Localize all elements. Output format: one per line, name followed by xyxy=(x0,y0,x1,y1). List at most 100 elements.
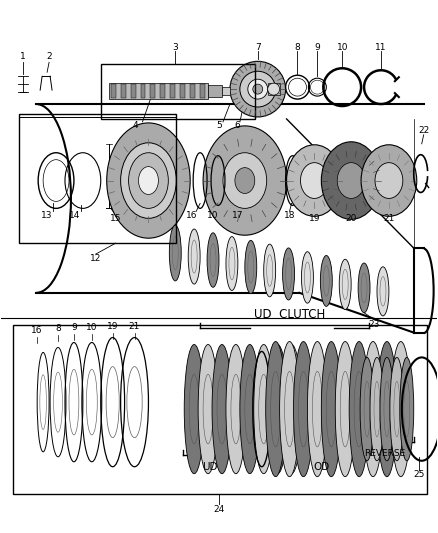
Bar xyxy=(111,84,116,98)
Bar xyxy=(170,84,175,98)
Ellipse shape xyxy=(300,163,328,198)
Text: 8: 8 xyxy=(295,43,300,52)
Bar xyxy=(150,84,155,98)
Bar xyxy=(131,84,135,98)
Ellipse shape xyxy=(223,153,267,208)
Bar xyxy=(109,83,208,99)
Text: 3: 3 xyxy=(173,43,178,52)
Text: 25: 25 xyxy=(413,470,424,479)
Bar xyxy=(160,84,165,98)
Ellipse shape xyxy=(138,167,159,195)
Ellipse shape xyxy=(293,342,314,477)
Text: 2: 2 xyxy=(46,52,52,61)
Text: 9: 9 xyxy=(314,43,320,52)
Ellipse shape xyxy=(253,84,263,94)
Ellipse shape xyxy=(279,342,300,477)
Ellipse shape xyxy=(235,168,255,193)
Ellipse shape xyxy=(391,342,411,477)
Ellipse shape xyxy=(203,126,286,235)
Ellipse shape xyxy=(264,244,276,297)
Text: 24: 24 xyxy=(213,505,225,514)
Bar xyxy=(13,325,427,494)
Ellipse shape xyxy=(390,358,404,461)
Text: UD  CLUTCH: UD CLUTCH xyxy=(254,308,325,321)
Text: 12: 12 xyxy=(90,254,102,263)
Ellipse shape xyxy=(268,344,288,474)
Text: 16: 16 xyxy=(187,211,198,220)
Ellipse shape xyxy=(254,344,274,474)
Text: 19: 19 xyxy=(107,321,118,330)
Text: 17: 17 xyxy=(232,211,244,220)
Ellipse shape xyxy=(245,240,257,294)
Text: 15: 15 xyxy=(110,214,121,223)
Ellipse shape xyxy=(377,342,397,477)
Text: 1: 1 xyxy=(21,52,26,61)
Text: 13: 13 xyxy=(41,211,53,220)
Ellipse shape xyxy=(184,344,204,474)
Bar xyxy=(268,83,279,95)
Text: 10: 10 xyxy=(336,43,348,52)
Ellipse shape xyxy=(268,83,279,95)
Ellipse shape xyxy=(375,163,403,198)
Bar xyxy=(101,64,255,119)
Ellipse shape xyxy=(307,342,327,477)
Ellipse shape xyxy=(335,342,355,477)
Ellipse shape xyxy=(349,342,369,477)
Text: 22: 22 xyxy=(418,126,429,135)
Text: 10: 10 xyxy=(86,322,98,332)
Text: UD: UD xyxy=(202,462,218,472)
Text: 7: 7 xyxy=(255,43,261,52)
Ellipse shape xyxy=(129,153,168,208)
Ellipse shape xyxy=(282,344,301,474)
Bar xyxy=(120,84,126,98)
Bar xyxy=(190,84,195,98)
Ellipse shape xyxy=(248,79,268,99)
Ellipse shape xyxy=(107,123,190,238)
Text: 4: 4 xyxy=(133,122,138,131)
Ellipse shape xyxy=(188,229,200,284)
Ellipse shape xyxy=(370,358,384,461)
Text: 21: 21 xyxy=(383,214,395,223)
Ellipse shape xyxy=(286,145,342,216)
Ellipse shape xyxy=(226,237,238,290)
Ellipse shape xyxy=(283,248,294,300)
Ellipse shape xyxy=(240,71,276,107)
Bar xyxy=(208,85,222,97)
Ellipse shape xyxy=(230,61,286,117)
Bar xyxy=(222,87,230,95)
Ellipse shape xyxy=(361,145,417,216)
Text: 18: 18 xyxy=(284,211,295,220)
Ellipse shape xyxy=(212,344,232,474)
Ellipse shape xyxy=(358,263,370,313)
Bar xyxy=(19,114,176,243)
Ellipse shape xyxy=(266,342,286,477)
Text: REVERSE: REVERSE xyxy=(364,449,406,458)
Ellipse shape xyxy=(339,259,351,310)
Text: 8: 8 xyxy=(55,324,61,333)
Bar xyxy=(141,84,145,98)
Ellipse shape xyxy=(337,163,365,198)
Bar xyxy=(180,84,185,98)
Ellipse shape xyxy=(320,255,332,306)
Text: 10: 10 xyxy=(207,211,219,220)
Ellipse shape xyxy=(198,344,218,474)
Text: 5: 5 xyxy=(216,122,222,131)
Text: 6: 6 xyxy=(234,122,240,131)
Ellipse shape xyxy=(226,344,246,474)
Ellipse shape xyxy=(120,143,176,219)
Text: 14: 14 xyxy=(69,211,81,220)
Ellipse shape xyxy=(170,225,181,281)
Ellipse shape xyxy=(301,252,314,303)
Ellipse shape xyxy=(207,233,219,287)
Ellipse shape xyxy=(400,358,414,461)
Ellipse shape xyxy=(360,358,374,461)
Text: 16: 16 xyxy=(32,326,43,335)
Text: 23: 23 xyxy=(368,320,380,329)
Text: 20: 20 xyxy=(346,214,357,223)
Text: 11: 11 xyxy=(375,43,387,52)
Text: OD: OD xyxy=(313,462,329,472)
Bar xyxy=(200,84,205,98)
Text: 21: 21 xyxy=(129,321,140,330)
Ellipse shape xyxy=(321,342,341,477)
Ellipse shape xyxy=(321,142,381,219)
